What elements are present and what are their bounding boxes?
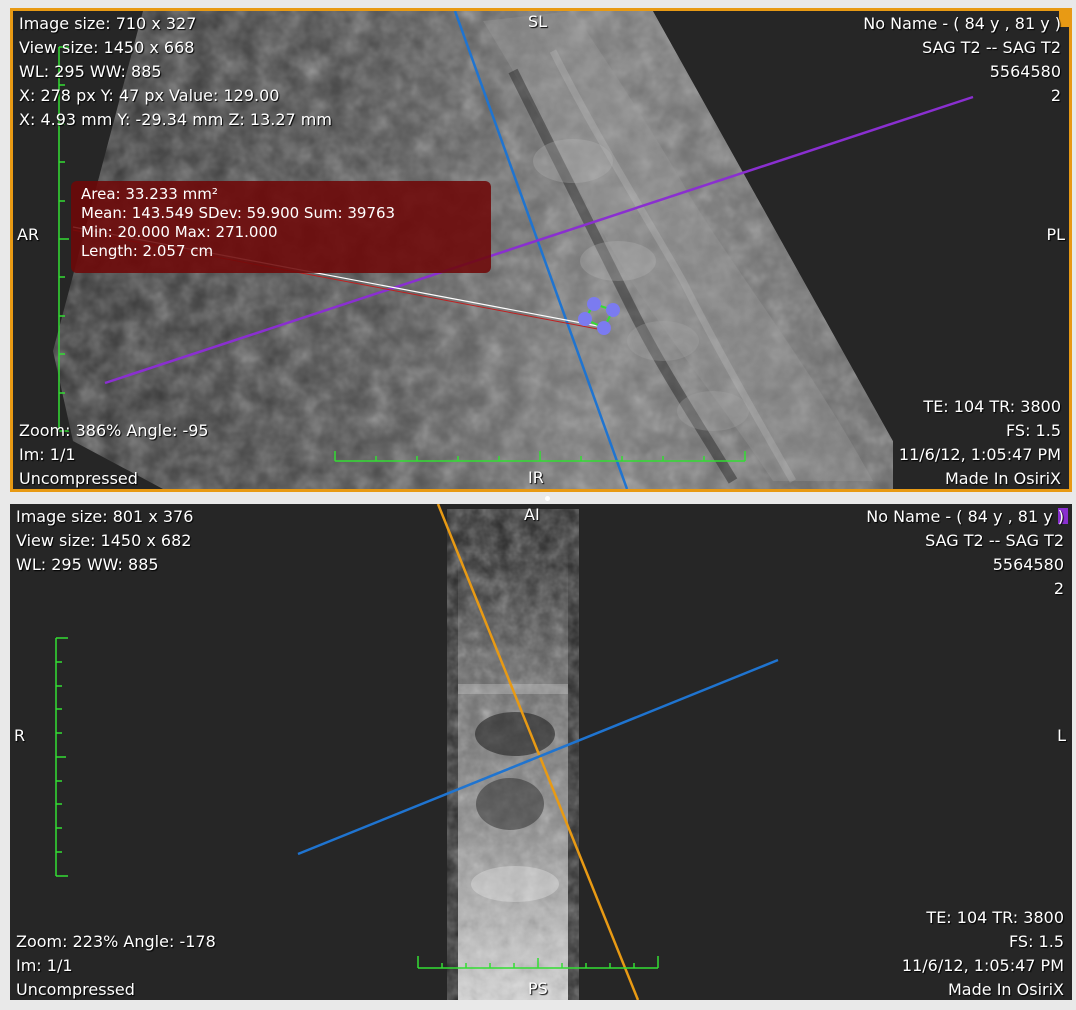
study-id: 5564580 — [989, 62, 1061, 81]
pixel-coordinates: X: 278 px Y: 47 px Value: 129.00 — [19, 86, 280, 105]
overlay-top-left: Image size: 710 x 327 View size: 1450 x … — [19, 12, 332, 132]
te-tr: TE: 104 TR: 3800 — [926, 908, 1064, 927]
vertical-scale-bar — [58, 46, 69, 432]
orientation-left: AR — [17, 225, 40, 244]
vertical-scale-bar — [55, 637, 68, 877]
horizontal-scale-bar — [334, 451, 746, 462]
roi-statistics-box[interactable]: Area: 33.233 mm² Mean: 143.549 SDev: 59.… — [71, 181, 491, 273]
horizontal-scale-bar — [417, 956, 659, 969]
roi-polygon[interactable] — [578, 297, 620, 335]
viewer-top[interactable]: Area: 33.233 mm² Mean: 143.549 SDev: 59.… — [10, 8, 1072, 492]
field-strength: FS: 1.5 — [1009, 932, 1064, 951]
view-size: View size: 1450 x 668 — [19, 38, 195, 57]
orientation-bottom: PS — [528, 979, 548, 998]
zoom-angle: Zoom: 386% Angle: -95 — [19, 421, 209, 440]
roi-minmax: Min: 20.000 Max: 271.000 — [81, 223, 278, 241]
acquisition-date: 11/6/12, 1:05:47 PM — [898, 445, 1061, 464]
overlay-bottom-left: Zoom: 386% Angle: -95 Im: 1/1 Uncompress… — [19, 419, 209, 489]
orientation-top: AI — [524, 505, 540, 524]
compression: Uncompressed — [19, 469, 138, 488]
study-id: 5564580 — [992, 555, 1064, 574]
overlay-bottom-right: TE: 104 TR: 3800 FS: 1.5 11/6/12, 1:05:4… — [898, 395, 1061, 489]
orientation-right: L — [1057, 726, 1066, 745]
image-size: Image size: 801 x 376 — [16, 507, 194, 526]
series-number: 2 — [1050, 86, 1061, 105]
roi-area: Area: 33.233 mm² — [81, 185, 218, 203]
roi-mean: Mean: 143.549 SDev: 59.900 Sum: 39763 — [81, 204, 396, 222]
window-level: WL: 295 WW: 885 — [19, 62, 162, 81]
image-size: Image size: 710 x 327 — [19, 14, 197, 33]
viewport-sync-marker — [1058, 508, 1068, 524]
orientation-left: R — [14, 726, 26, 745]
selected-viewport-marker — [1059, 11, 1069, 27]
view-size: View size: 1450 x 682 — [16, 531, 192, 550]
acquisition-date: 11/6/12, 1:05:47 PM — [901, 956, 1064, 975]
series-number: 2 — [1053, 579, 1064, 598]
overlay-top-right: No Name - ( 84 y , 81 y ) SAG T2 -- SAG … — [866, 505, 1064, 601]
orientation-bottom: IR — [528, 468, 544, 487]
made-in-osirix: Made In OsiriX — [945, 469, 1061, 488]
axial-slice-strip — [458, 554, 568, 1000]
splitter-handle-icon — [545, 496, 550, 501]
viewer-bottom[interactable]: Image size: 801 x 376 View size: 1450 x … — [10, 504, 1072, 1000]
mm-coordinates: X: 4.93 mm Y: -29.34 mm Z: 13.27 mm — [19, 110, 332, 129]
crosshair-orange-line — [436, 504, 640, 1000]
viewport-splitter[interactable] — [10, 492, 1072, 504]
patient-name: No Name - ( 84 y , 81 y ) — [863, 14, 1061, 33]
image-index: Im: 1/1 — [16, 956, 73, 975]
crosshair-blue-line — [297, 658, 779, 856]
overlay-top-left: Image size: 801 x 376 View size: 1450 x … — [16, 505, 193, 577]
made-in-osirix: Made In OsiriX — [948, 980, 1064, 999]
compression: Uncompressed — [16, 980, 135, 999]
orientation-right: PL — [1046, 225, 1065, 244]
window-level: WL: 295 WW: 885 — [16, 555, 159, 574]
mri-axial-image[interactable] — [10, 504, 1072, 1000]
te-tr: TE: 104 TR: 3800 — [923, 397, 1061, 416]
orientation-top: SL — [528, 12, 548, 31]
patient-name: No Name - ( 84 y , 81 y ) — [866, 507, 1064, 526]
series-description: SAG T2 -- SAG T2 — [922, 38, 1061, 57]
field-strength: FS: 1.5 — [1006, 421, 1061, 440]
series-description: SAG T2 -- SAG T2 — [925, 531, 1064, 550]
crosshair-purple-line — [104, 95, 974, 385]
overlay-bottom-right: TE: 104 TR: 3800 FS: 1.5 11/6/12, 1:05:4… — [902, 906, 1064, 1000]
image-index: Im: 1/1 — [19, 445, 76, 464]
roi-length: Length: 2.057 cm — [81, 242, 214, 260]
overlay-top-right: No Name - ( 84 y , 81 y ) SAG T2 -- SAG … — [863, 12, 1061, 108]
overlay-bottom-left: Zoom: 223% Angle: -178 Im: 1/1 Uncompres… — [16, 930, 216, 1000]
zoom-angle: Zoom: 223% Angle: -178 — [16, 932, 216, 951]
crosshair-blue-line — [453, 11, 629, 489]
